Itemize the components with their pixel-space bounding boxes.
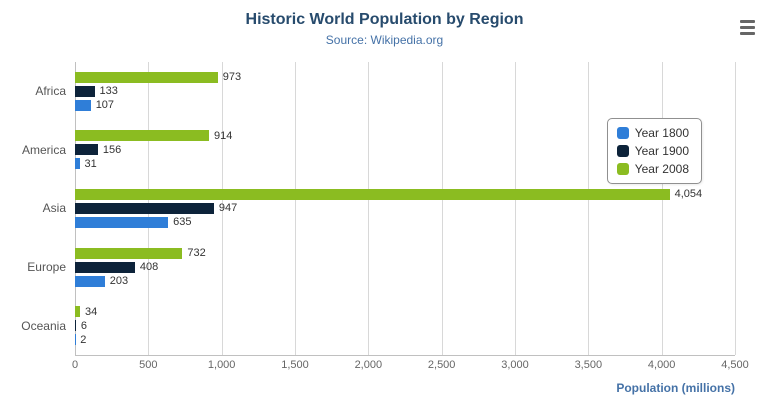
category-row: Oceania 34 6 2 xyxy=(21,296,735,355)
bar-line: 156 xyxy=(75,143,735,156)
gridline xyxy=(735,62,736,355)
legend-label: Year 1800 xyxy=(634,126,689,140)
bar-year-1900[interactable] xyxy=(75,261,135,273)
x-tick-label: 3,000 xyxy=(501,359,529,371)
legend-swatch xyxy=(616,163,629,175)
x-tick-label: 0 xyxy=(71,359,79,371)
bar-year-1900[interactable] xyxy=(75,144,98,156)
x-tick-label: 1,000 xyxy=(207,359,236,371)
category-label: Asia xyxy=(42,201,66,216)
bar-line: 34 xyxy=(75,305,735,318)
x-axis-labels: 0 500 1,000 1,500 2,000 2,500 3,000 3,500 4,000 4… xyxy=(71,359,749,373)
gridline xyxy=(588,62,590,355)
bar-line: 203 xyxy=(75,275,735,288)
legend-item-year-2008[interactable]: Year 2008 xyxy=(616,162,689,176)
category-label: Africa xyxy=(35,84,66,99)
data-label: 156 xyxy=(102,143,122,156)
hamburger-line xyxy=(739,25,755,29)
bar-line: 31 xyxy=(75,157,735,170)
data-label: 107 xyxy=(95,99,115,112)
bar-line: 2 xyxy=(75,333,735,346)
category-row: Asia 4,054 947 635 xyxy=(43,179,735,238)
data-label: 635 xyxy=(173,216,192,229)
x-tick-label: 2,500 xyxy=(427,359,456,371)
bar-year-1900[interactable] xyxy=(75,320,76,332)
bar-year-2008[interactable] xyxy=(75,188,670,200)
bar-year-1800[interactable] xyxy=(75,158,80,170)
gridline xyxy=(515,62,516,355)
bar-line: 732 xyxy=(75,247,735,260)
hamburger-menu-icon[interactable] xyxy=(735,17,759,37)
bar-year-1900[interactable] xyxy=(75,202,214,214)
bar-line: 914 xyxy=(75,129,735,142)
x-tick-label: 4,500 xyxy=(721,359,749,371)
bar-line: 973 xyxy=(75,71,735,84)
bar-year-1800[interactable] xyxy=(75,216,169,228)
bar-line: 408 xyxy=(75,261,735,274)
gridline xyxy=(295,62,296,355)
gridline xyxy=(661,62,663,355)
hamburger-line xyxy=(739,31,755,35)
legend-item-year-1900[interactable]: Year 1900 xyxy=(616,144,689,158)
category-row: America 914 156 31 xyxy=(22,121,735,180)
data-label: 2 xyxy=(80,333,87,346)
data-label: 947 xyxy=(218,202,238,215)
plot-area: Africa 973 133 107 America 914 156 31 Asia 4,054 9… xyxy=(21,62,736,356)
data-label: 732 xyxy=(187,247,206,260)
bar-line: 4,054 xyxy=(75,188,735,201)
data-label: 133 xyxy=(99,85,118,98)
category-label: Oceania xyxy=(21,318,66,333)
bar-line: 947 xyxy=(75,202,735,215)
legend-label: Year 2008 xyxy=(634,162,689,176)
x-tick-label: 2,000 xyxy=(354,359,383,371)
data-label: 914 xyxy=(214,129,233,142)
hamburger-line xyxy=(739,19,755,23)
legend: Year 1800 Year 1900 Year 2008 xyxy=(606,118,702,184)
x-tick-label: 1,500 xyxy=(281,359,309,371)
bar-year-2008[interactable] xyxy=(75,71,218,83)
bar-line: 6 xyxy=(75,319,735,332)
bar-line: 133 xyxy=(75,85,735,98)
legend-item-year-1800[interactable]: Year 1800 xyxy=(616,126,689,140)
category-row: Africa 973 133 107 xyxy=(35,62,735,121)
bar-line: 635 xyxy=(75,216,735,229)
data-label: 203 xyxy=(109,275,129,288)
x-tick-label: 3,500 xyxy=(574,359,603,371)
bar-year-2008[interactable] xyxy=(75,130,210,142)
chart-title: Historic World Population by Region xyxy=(245,11,524,28)
category-label: America xyxy=(21,142,66,157)
gridline xyxy=(221,62,223,355)
bar-line: 107 xyxy=(75,99,735,112)
legend-label: Year 1900 xyxy=(634,144,689,158)
bar-year-1800[interactable] xyxy=(75,275,105,287)
chart-subtitle: Source: Wikipedia.org xyxy=(325,33,444,47)
data-label: 4,054 xyxy=(674,188,703,201)
bar-year-1900[interactable] xyxy=(75,85,95,97)
bar-year-1800[interactable] xyxy=(75,99,91,111)
data-label: 31 xyxy=(84,157,97,170)
data-label: 34 xyxy=(84,305,98,318)
data-label: 973 xyxy=(222,71,242,84)
x-axis-title: Population (millions) xyxy=(616,381,735,395)
gridline xyxy=(368,62,370,355)
x-tick-label: 500 xyxy=(139,359,158,371)
bar-year-2008[interactable] xyxy=(75,306,80,318)
data-label: 408 xyxy=(139,261,159,274)
x-tick-label: 4,000 xyxy=(647,359,676,371)
category-row: Europe 732 408 203 xyxy=(27,238,735,297)
legend-swatch xyxy=(616,127,629,139)
data-label: 6 xyxy=(80,319,87,332)
bar-year-2008[interactable] xyxy=(75,247,183,259)
gridline xyxy=(441,62,443,355)
legend-swatch xyxy=(616,145,629,157)
category-label: Europe xyxy=(27,260,66,275)
